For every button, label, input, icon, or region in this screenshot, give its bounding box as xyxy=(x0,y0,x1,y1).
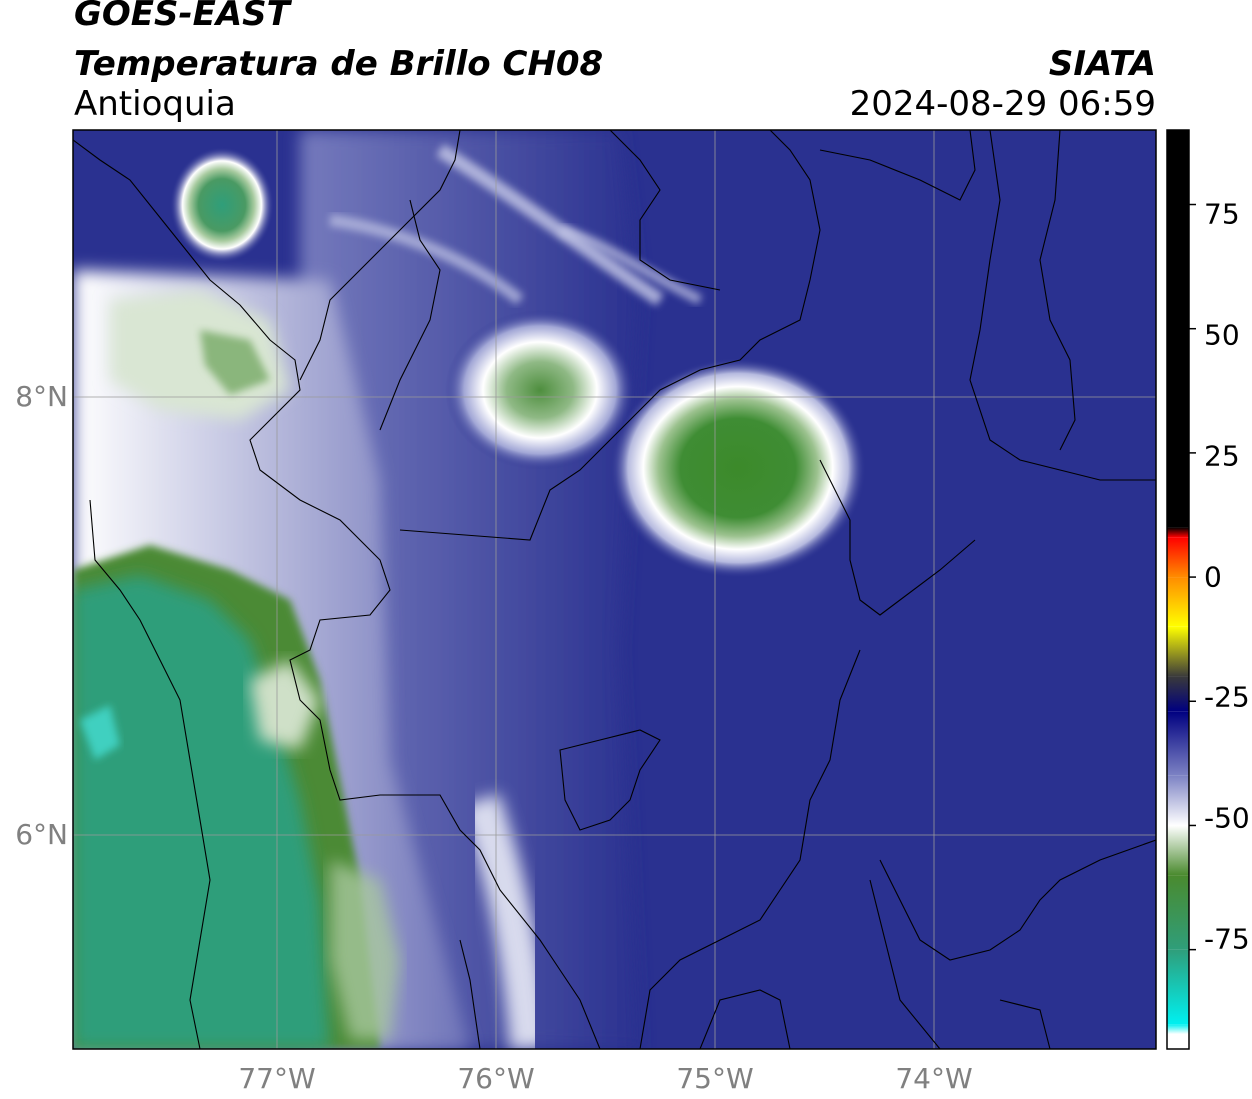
lon-tick-76w: 76°W xyxy=(457,1062,535,1095)
colorbar-segment xyxy=(1167,537,1189,578)
colorbar-segment xyxy=(1167,825,1189,876)
political-boundaries xyxy=(73,130,1156,1049)
storm-cell-northwest xyxy=(170,147,274,263)
colorbar-label-0: 0 xyxy=(1204,560,1222,594)
region-subtitle: Antioquia xyxy=(74,84,236,124)
colorbar-segment xyxy=(1167,711,1189,776)
storm-cell-central xyxy=(445,310,635,470)
colorbar-segment xyxy=(1167,577,1189,627)
storm-cell-east xyxy=(610,358,866,578)
product-channel-title: Temperatura de Brillo CH08 xyxy=(74,44,604,84)
lon-tick-75w: 75°W xyxy=(676,1062,754,1095)
product-satellite-title: GOES-EAST xyxy=(74,0,290,34)
colorbar-segment xyxy=(1167,527,1189,538)
colorbar-segment xyxy=(1167,949,1189,1025)
colorbar-label-minus50: -50 xyxy=(1204,801,1250,835)
colorbar-label-minus25: -25 xyxy=(1204,680,1250,714)
lon-tick-77w: 77°W xyxy=(238,1062,316,1095)
colorbar xyxy=(1166,129,1196,1050)
colorbar-label-minus75: -75 xyxy=(1204,922,1250,956)
map-frame xyxy=(72,129,1157,1050)
colorbar-frame xyxy=(1166,129,1190,1050)
colorbar-segment xyxy=(1167,626,1189,677)
organization-label: SIATA xyxy=(1048,44,1156,84)
timestamp-label: 2024-08-29 06:59 xyxy=(849,84,1156,124)
lon-tick-74w: 74°W xyxy=(895,1062,973,1095)
colorbar-segment xyxy=(1167,775,1189,826)
colorbar-segment xyxy=(1167,875,1189,950)
colorbar-segment xyxy=(1167,1024,1189,1035)
colorbar-segment xyxy=(1167,676,1189,712)
brightness-temperature-field xyxy=(73,130,1156,1049)
lat-tick-6n: 6°N xyxy=(15,818,68,851)
lat-tick-8n: 8°N xyxy=(15,380,68,413)
colorbar-label-75: 75 xyxy=(1204,197,1240,231)
colorbar-label-25: 25 xyxy=(1204,439,1240,473)
colorbar-segment xyxy=(1167,130,1189,528)
colorbar-label-50: 50 xyxy=(1204,318,1240,352)
